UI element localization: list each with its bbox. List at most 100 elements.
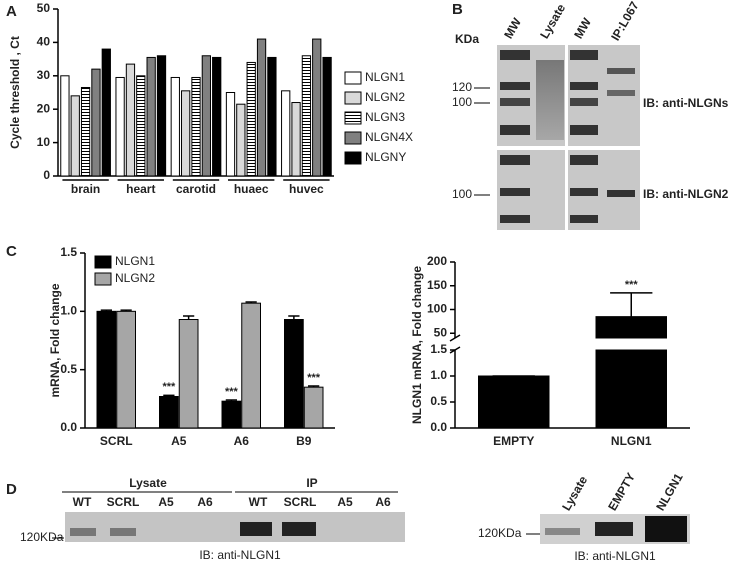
lane-label: A5 xyxy=(337,495,353,509)
panel-label: A xyxy=(6,3,17,20)
legend-label: NLGN2 xyxy=(365,90,405,104)
blot-band xyxy=(500,82,530,90)
blot-band xyxy=(500,98,530,106)
bar xyxy=(96,310,117,429)
significance-label: *** xyxy=(225,386,239,398)
blot-band xyxy=(545,528,580,535)
lane-label: MW xyxy=(501,15,524,41)
blot-band xyxy=(570,50,598,60)
blot-b: KDa MW Lysate MW IP:L067 120 100 100 IB:… xyxy=(452,0,729,230)
marker-label: 120 xyxy=(452,80,472,94)
lane-label: A5 xyxy=(158,495,174,509)
legend-swatch xyxy=(344,151,362,165)
bar xyxy=(256,38,267,177)
blot-band xyxy=(607,90,635,96)
probe-label: IB: anti-NLGN1 xyxy=(199,548,281,562)
lane-label: NLGN1 xyxy=(653,471,686,514)
legend-swatch xyxy=(94,272,112,286)
lane-label: A6 xyxy=(375,495,391,509)
blot-d-right: Lysate EMPTY NLGN1 120KDa IB: anti-NLGN1 xyxy=(478,470,690,563)
blot-band xyxy=(500,125,530,135)
legend-label: NLGN1 xyxy=(365,70,405,84)
blot-smear xyxy=(536,60,564,140)
y-tick-label: 10 xyxy=(37,135,51,149)
y-tick-label: 0 xyxy=(43,168,50,182)
y-tick-label: 50 xyxy=(37,1,51,15)
blot-separator xyxy=(497,146,640,150)
y-tick-label: 0.0 xyxy=(430,420,447,434)
bar xyxy=(115,76,125,177)
legend-label: NLGN4X xyxy=(365,130,413,144)
panel-label: B xyxy=(452,1,463,18)
marker-label: 120KDa xyxy=(20,530,64,544)
bar xyxy=(595,349,667,429)
legend-swatch xyxy=(94,255,112,269)
y-axis-label: mRNA, Fold change xyxy=(48,283,62,397)
lane-label: IP:L067 xyxy=(608,0,642,43)
bar xyxy=(246,61,256,177)
blot-band xyxy=(110,528,136,536)
x-tick-label: A6 xyxy=(234,434,250,448)
blot-band xyxy=(500,155,530,165)
significance-label: *** xyxy=(307,372,321,384)
y-tick-label: 0.0 xyxy=(60,420,77,434)
lane-label: SCRL xyxy=(284,495,317,509)
marker-label: 100 xyxy=(452,187,472,201)
blot-band xyxy=(607,68,635,74)
legend-label: NLGN2 xyxy=(115,271,155,285)
blot-band xyxy=(595,522,633,536)
bar xyxy=(136,75,146,177)
lane-label: Lysate xyxy=(537,1,568,41)
x-tick-label: brain xyxy=(71,182,100,196)
legend-swatch xyxy=(344,131,362,145)
blot-band xyxy=(570,98,598,106)
bar xyxy=(236,103,246,177)
bar xyxy=(303,386,324,429)
lane-label: WT xyxy=(73,495,92,509)
blot-band xyxy=(282,522,316,536)
probe-label: IB: anti-NLGNs xyxy=(643,96,729,110)
x-tick-label: huaec xyxy=(234,182,269,196)
probe-label: IB: anti-NLGN2 xyxy=(643,187,729,201)
lane-label: MW xyxy=(571,15,594,41)
bar xyxy=(191,76,201,177)
bar xyxy=(291,102,301,177)
blot-band xyxy=(570,82,598,90)
legend-swatch xyxy=(344,111,362,125)
bar xyxy=(91,68,101,177)
bar xyxy=(281,90,291,177)
blot-band xyxy=(570,155,598,165)
significance-label: *** xyxy=(625,279,639,291)
axis-break xyxy=(449,334,461,342)
x-tick-label: NLGN1 xyxy=(611,434,652,448)
x-tick-label: SCRL xyxy=(100,434,133,448)
bar xyxy=(284,319,304,429)
unit-label: KDa xyxy=(455,32,479,46)
blot-band xyxy=(607,190,635,197)
x-tick-label: huvec xyxy=(289,182,324,196)
panel-label: D xyxy=(6,481,17,498)
x-tick-label: B9 xyxy=(296,434,312,448)
legend-label: NLGN1 xyxy=(115,254,155,268)
y-tick-label: 50 xyxy=(434,325,448,339)
y-axis-label: Cycle threshold , Ct xyxy=(8,36,22,149)
blot-d-left: Lysate IP WT SCRL A5 A6 WT SCRL A5 A6 12… xyxy=(20,476,405,562)
marker-label: 120KDa xyxy=(478,526,522,540)
y-tick-label: 30 xyxy=(37,68,51,82)
y-tick-label: 40 xyxy=(37,35,51,49)
blot-membrane xyxy=(497,45,640,230)
blot-band xyxy=(570,125,598,135)
bar xyxy=(181,90,191,177)
bar xyxy=(116,310,136,429)
blot-band xyxy=(240,522,272,536)
blot-band xyxy=(500,188,530,196)
lane-label: SCRL xyxy=(107,495,140,509)
blot-band xyxy=(70,528,96,536)
legend-label: NLGN3 xyxy=(365,110,405,124)
bar xyxy=(595,316,667,339)
bar xyxy=(201,55,211,177)
lane-label: Lysate xyxy=(559,473,590,513)
blot-band xyxy=(645,516,687,542)
bar xyxy=(221,400,242,429)
legend-swatch xyxy=(344,71,362,85)
